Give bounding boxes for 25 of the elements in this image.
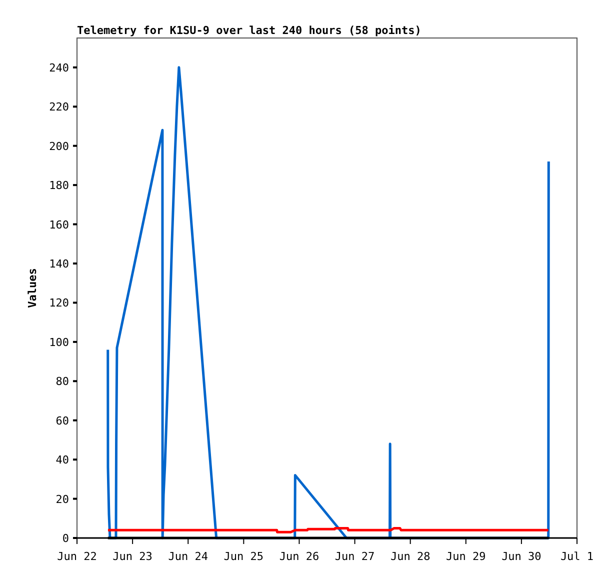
y-tick-label: 100 [49, 336, 69, 349]
y-tick-label: 220 [49, 100, 69, 114]
y-tick-label: 0 [62, 532, 69, 545]
x-tick-label: Jun 22 [57, 550, 97, 563]
y-tick-label: 140 [49, 257, 69, 270]
x-tick-label: Jun 28 [390, 550, 430, 563]
x-tick-label: Jun 29 [446, 550, 486, 563]
y-tick-label: 40 [56, 454, 69, 467]
y-tick-label: 240 [49, 61, 69, 74]
x-tick-label: Jun 25 [224, 550, 264, 563]
chart-title: Telemetry for K1SU-9 over last 240 hours (58 points) [77, 24, 422, 37]
y-tick-label: 160 [49, 218, 69, 232]
y-tick-label: 180 [49, 179, 69, 192]
x-tick-label: Jun 23 [112, 550, 152, 563]
y-axis-title: Values [26, 268, 39, 308]
x-tick-label: Jul 1 [560, 550, 594, 563]
y-tick-label: 20 [56, 492, 69, 506]
y-tick-label: 200 [49, 140, 69, 153]
y-tick-label: 80 [56, 375, 69, 388]
x-tick-label: Jun 26 [279, 550, 320, 563]
x-tick-label: Jun 27 [334, 550, 375, 563]
y-tick-label: 120 [49, 296, 69, 310]
x-tick-label: Jun 24 [168, 550, 208, 563]
x-tick-label: Jun 30 [502, 550, 542, 563]
y-tick-label: 60 [56, 414, 69, 428]
